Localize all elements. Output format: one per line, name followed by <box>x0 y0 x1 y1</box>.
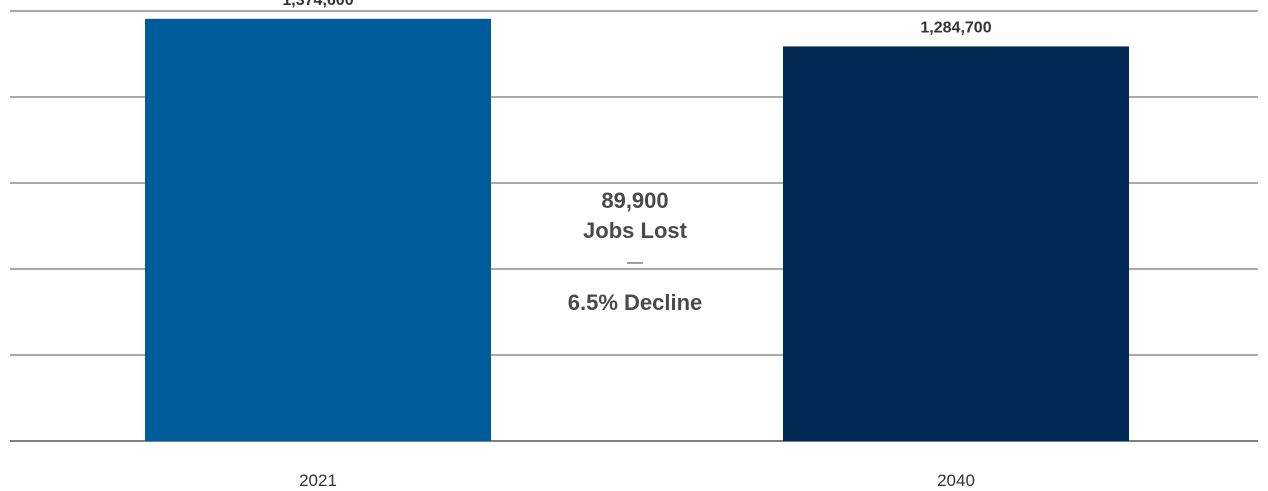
annotation-separator: — <box>627 254 643 271</box>
change-annotation: 89,900 Jobs Lost — 6.5% Decline <box>500 186 770 318</box>
x-tick-label-2040: 2040 <box>937 471 975 490</box>
bar-value-label-2021: 1,374,600 <box>282 0 353 9</box>
jobs-lost-value: 89,900 <box>601 188 669 213</box>
x-tick-label-2021: 2021 <box>299 471 337 490</box>
bar-value-label-2040: 1,284,700 <box>920 19 991 36</box>
x-tick-labels: 2021 2040 <box>299 471 975 490</box>
bars <box>145 18 1129 442</box>
bar-2021 <box>145 18 491 442</box>
jobs-lost-label: Jobs Lost <box>583 218 687 243</box>
bar-2040 <box>783 46 1129 441</box>
bar-value-labels: 1,374,600 1,284,700 <box>282 0 991 36</box>
decline-percent: 6.5% Decline <box>567 290 703 315</box>
